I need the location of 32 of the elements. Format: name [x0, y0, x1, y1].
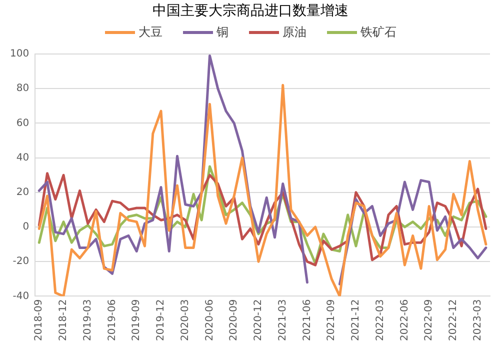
x-tick-label: 2022-03 — [374, 299, 386, 342]
x-tick-label: 2022-12 — [448, 299, 460, 342]
y-tick-label: 20 — [16, 187, 30, 198]
x-tick-label: 2019-09 — [131, 299, 142, 342]
x-tick-label: 2020-06 — [204, 299, 216, 342]
legend-label: 大豆 — [138, 24, 162, 41]
legend-label: 原油 — [282, 24, 306, 41]
y-tick-label: 40 — [16, 152, 30, 164]
chart-title: 中国主要大宗商品进口数量增速 — [152, 2, 350, 21]
x-tick-label: 2018-09 — [34, 299, 45, 342]
legend-label: 铜 — [216, 24, 228, 41]
x-tick-label: 2021-09 — [326, 299, 338, 342]
x-tick-label: 2019-12 — [156, 299, 167, 342]
x-tick-label: 2020-09 — [228, 299, 240, 342]
x-tick-label: 2022-06 — [399, 299, 410, 342]
x-tick-label: 2021-03 — [277, 299, 288, 342]
y-tick-label: 100 — [10, 48, 30, 60]
x-tick-label: 2021-06 — [302, 299, 313, 342]
x-tick-label: 2020-12 — [253, 299, 264, 342]
x-tick-label: 2019-06 — [106, 299, 118, 342]
y-tick-label: -40 — [12, 290, 30, 302]
y-tick-label: 0 — [22, 222, 30, 233]
x-tick-label: 2023-03 — [472, 299, 484, 342]
x-tick-label: 2020-03 — [180, 299, 191, 342]
y-tick-label: 60 — [16, 118, 30, 129]
x-tick-label: 2021-12 — [350, 299, 362, 342]
legend-label: 铁矿石 — [360, 24, 396, 41]
x-tick-label: 2018-12 — [58, 299, 70, 342]
y-tick-label: -20 — [12, 256, 30, 268]
x-tick-label: 2019-03 — [82, 299, 94, 342]
x-tick-label: 2022-09 — [424, 299, 435, 342]
y-tick-label: 80 — [16, 83, 30, 94]
